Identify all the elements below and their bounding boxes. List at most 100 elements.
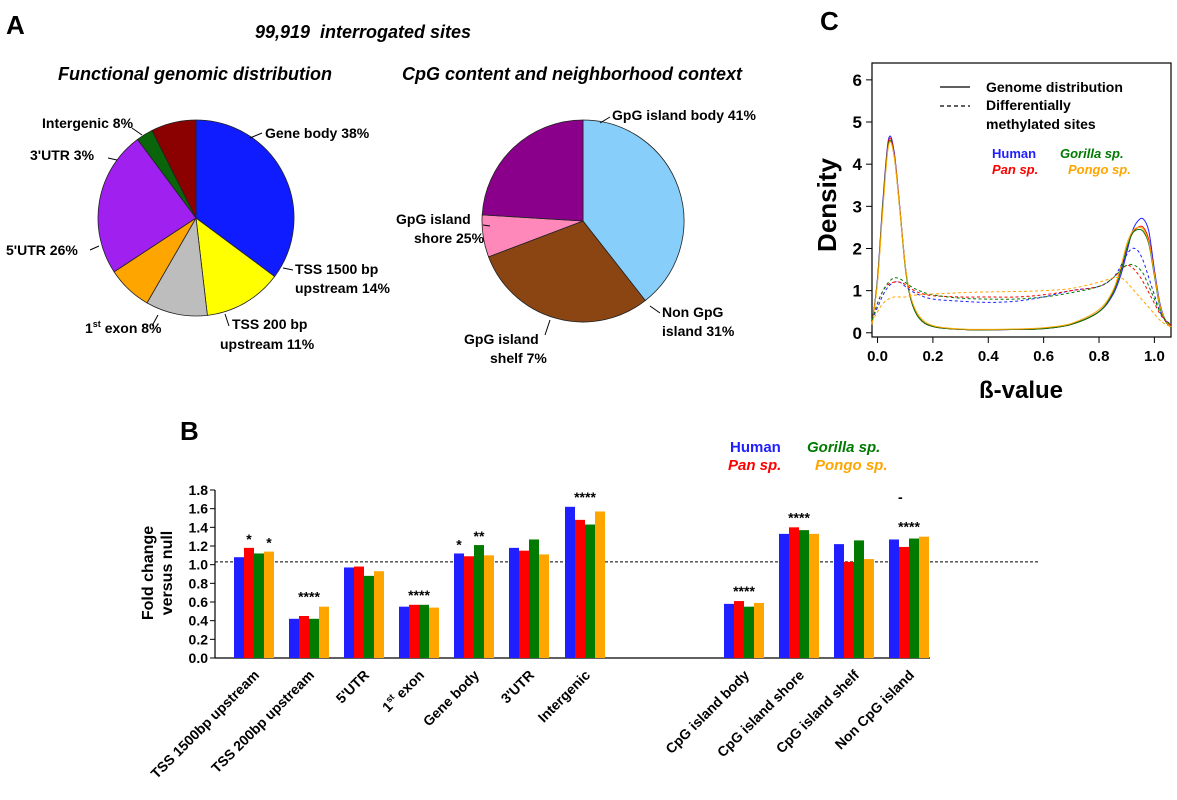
pie-functional-distribution — [97, 119, 295, 317]
bar-tss-200bp-upstream-2 — [309, 618, 319, 658]
bar-xlabel-5-utr: 5'UTR — [333, 667, 373, 707]
bar-ytick-label-0-6: 0.6 — [189, 594, 209, 610]
bar-cpg-island-shore-1 — [789, 527, 799, 658]
pie-slice-gpg-island-shore-25 — [481, 119, 584, 222]
bar-1st-exon-2 — [419, 604, 429, 658]
pie1-label-exon-main: 1 — [85, 320, 93, 336]
panel-label-b: B — [180, 416, 199, 446]
bar-ytick-label-1-0: 1.0 — [189, 557, 209, 573]
bar-cpg-island-shelf-2 — [854, 540, 864, 658]
bar-tss-1500bp-upstream-0 — [234, 557, 244, 658]
bar-ytick-label-0-0: 0.0 — [189, 650, 209, 666]
bar-gene-body-3 — [484, 555, 494, 658]
pie1-title: Functional genomic distribution — [58, 64, 332, 84]
bar-1st-exon-3 — [429, 607, 439, 658]
bar-cpg-island-body-1 — [734, 601, 744, 658]
bar-cpg-island-body-3 — [754, 602, 764, 658]
bar-3-utr-2 — [529, 539, 539, 658]
density-line-gorilla-sp-dashed — [871, 263, 1172, 325]
pie1-label-utr5: 5'UTR 26% — [6, 242, 78, 258]
legend-dashed-label-line1: Differentially — [986, 97, 1071, 113]
density-xtick-label-0-4: 0.4 — [978, 348, 1000, 365]
bar-xlabel-3-utr: 3'UTR — [498, 667, 538, 707]
bar-stars-cpg-island-body: **** — [733, 583, 755, 599]
bar-stray-mark: - — [898, 489, 903, 505]
bar-5-utr-2 — [364, 575, 374, 658]
bar-ytick-label-1-4: 1.4 — [189, 519, 209, 535]
bar-ylabel-line1: Fold change — [140, 526, 157, 620]
pie2-label-non-line1: Non GpG — [662, 304, 724, 320]
bar-stars-1st-exon: **** — [408, 587, 430, 603]
pie-slice-gene-body-38 — [195, 119, 295, 278]
bar-intergenic-0 — [565, 506, 575, 658]
density-ylabel: Density — [812, 158, 842, 252]
bar-stars-intergenic: **** — [574, 489, 596, 505]
bar-tss-1500bp-upstream-1 — [244, 547, 254, 658]
bar-ytick-label-1-6: 1.6 — [189, 501, 209, 517]
bar-xlabel-1st-exon: 1st exon — [378, 666, 427, 715]
pie2-label-non-line2: island 31% — [662, 323, 735, 339]
bar-stars-gene-body-0: * — [456, 536, 462, 552]
legend-human: Human — [992, 146, 1036, 161]
pie1-label-exon-rest: exon 8% — [101, 320, 162, 336]
density-xlabel: ß-value — [979, 377, 1063, 404]
pie1-label-utr3: 3'UTR 3% — [30, 147, 95, 163]
bar-ylabel-line2: versus null — [159, 531, 176, 615]
pie1-label-tss200-line1: TSS 200 bp — [232, 316, 307, 332]
bar-non-cpg-island-1 — [899, 546, 909, 658]
fold-change-bar-chart: 0.00.20.40.60.81.01.21.41.61.8* *TSS 1500… — [147, 482, 1040, 782]
bar-legend-pan: Pan sp. — [728, 457, 781, 474]
bar-stars-tss-1500bp-upstream-1: * — [246, 531, 252, 547]
bar-intergenic-1 — [575, 519, 585, 658]
bar-legend: Human Gorilla sp. Pan sp. Pongo sp. — [728, 439, 888, 474]
pie1-label-exon: 1st exon 8% — [85, 319, 162, 336]
density-ytick-label-4: 4 — [853, 155, 863, 174]
bar-ytick-label-0-2: 0.2 — [189, 631, 209, 647]
pie1-label-gene-body: Gene body 38% — [265, 125, 370, 141]
pie1-labels: Gene body 38% Intergenic 8% 3'UTR 3% 5'U… — [6, 115, 390, 352]
bar-stars-tss-200bp-upstream: **** — [298, 589, 320, 605]
bar-stars-cpg-island-shore: **** — [788, 509, 810, 525]
density-ytick-label-5: 5 — [853, 113, 862, 132]
pie-slice-tss-1500-bp-upstream-14 — [195, 217, 276, 316]
density-line-human-dashed — [871, 247, 1172, 325]
pie1-label-intergenic: Intergenic 8% — [42, 115, 134, 131]
pie2-label-shelf-line1: GpG island — [464, 331, 539, 347]
bar-legend-pongo: Pongo sp. — [815, 457, 888, 474]
bar-stars-non-cpg-island: **** — [898, 519, 920, 535]
pie-slice-5-utr-26 — [97, 138, 197, 273]
pie2-label-shelf-line2: shelf 7% — [490, 350, 547, 366]
bar-cpg-island-shore-3 — [809, 533, 819, 658]
bar-3-utr-1 — [519, 550, 529, 658]
bar-tss-200bp-upstream-1 — [299, 616, 309, 658]
panel-label-c: C — [820, 6, 839, 36]
density-ytick-label-1: 1 — [853, 282, 862, 301]
bar-cpg-island-shore-2 — [799, 530, 809, 658]
pie1-leaders — [89, 127, 294, 327]
pie1-label-tss1500-line1: TSS 1500 bp — [295, 261, 378, 277]
pie2-label-shore-line1: GpG island — [396, 211, 471, 227]
bar-ytick-label-0-8: 0.8 — [189, 575, 209, 591]
legend-solid-label: Genome distribution — [986, 79, 1123, 95]
pie2-leaders — [482, 116, 661, 336]
bar-tss-1500bp-upstream-3 — [264, 551, 274, 658]
legend-pan: Pan sp. — [992, 162, 1038, 177]
bar-gene-body-0 — [454, 553, 464, 658]
bar-3-utr-0 — [509, 547, 519, 658]
pie2-label-shore-line2: shore 25% — [414, 230, 485, 246]
bar-5-utr-1 — [354, 566, 364, 658]
pie1-label-exon-sup: st — [93, 319, 101, 329]
pie1-label-tss1500-line2: upstream 14% — [295, 280, 390, 296]
bar-1st-exon-0 — [399, 606, 409, 658]
bar-ytick-label-1-2: 1.2 — [189, 538, 209, 554]
bar-non-cpg-island-0 — [889, 539, 899, 658]
bar-non-cpg-island-2 — [909, 538, 919, 658]
density-ytick-label-2: 2 — [853, 239, 862, 258]
bar-cpg-island-body-0 — [724, 603, 734, 658]
density-plot-frame — [871, 62, 1172, 338]
bar-xlabel-gene-body: Gene body — [420, 667, 483, 730]
bar-legend-human: Human — [730, 439, 781, 456]
bar-tss-200bp-upstream-3 — [319, 606, 329, 658]
pie-slice-gpg-island-body-41 — [582, 119, 685, 302]
bar-1st-exon-1 — [409, 604, 419, 658]
